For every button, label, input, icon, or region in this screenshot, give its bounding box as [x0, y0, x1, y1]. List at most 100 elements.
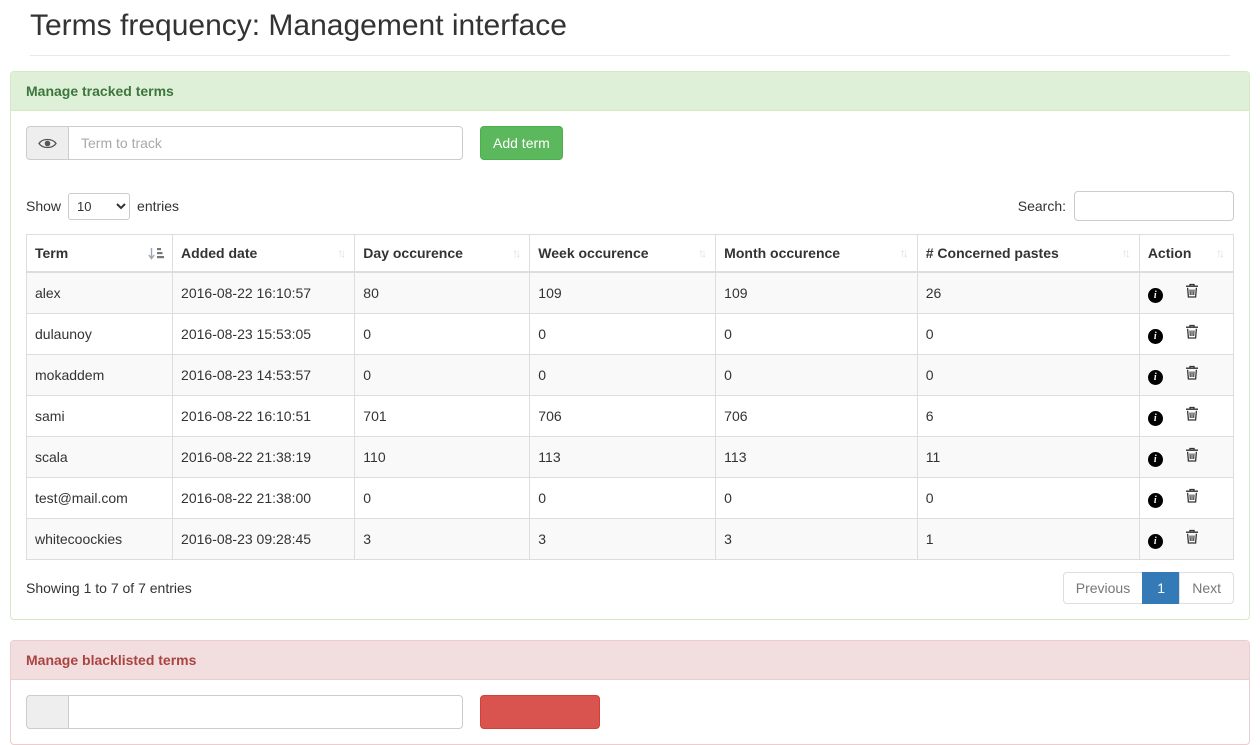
blacklisted-terms-panel-body — [11, 680, 1249, 744]
month-occurence-cell: 0 — [716, 314, 918, 355]
added-date-cell: 2016-08-23 14:53:57 — [173, 355, 355, 396]
action-cell: i — [1139, 437, 1233, 478]
trash-icon[interactable] — [1185, 324, 1199, 339]
added-date-cell: 2016-08-23 15:53:05 — [173, 314, 355, 355]
trash-icon[interactable] — [1185, 447, 1199, 462]
tracked-terms-panel-body: Add term Show 10 entries Search: — [11, 111, 1249, 619]
column-header-added-date[interactable]: Added date ↑↓ — [173, 235, 355, 273]
add-blacklist-term-button[interactable] — [480, 695, 600, 729]
term-cell: mokaddem — [27, 355, 173, 396]
blacklisted-terms-panel: Manage blacklisted terms — [10, 640, 1250, 745]
info-circle-icon[interactable]: i — [1148, 493, 1163, 508]
title-divider — [30, 55, 1230, 56]
add-blacklist-row — [26, 695, 1234, 729]
page-container: Terms frequency: Management interface Ma… — [0, 9, 1260, 745]
table-info-text: Showing 1 to 7 of 7 entries — [26, 580, 192, 596]
search-control: Search: — [1018, 191, 1234, 221]
tracked-terms-table: Term — [26, 234, 1234, 560]
concerned-pastes-cell: 6 — [917, 396, 1139, 437]
info-circle-icon[interactable]: i — [1148, 534, 1163, 549]
term-cell: whitecoockies — [27, 519, 173, 560]
table-row: mokaddem 2016-08-23 14:53:57 0 0 0 0 i — [27, 355, 1234, 396]
day-occurence-cell: 110 — [355, 437, 530, 478]
pagination-previous[interactable]: Previous — [1063, 572, 1143, 604]
sort-both-icon: ↑↓ — [900, 246, 909, 260]
eye-icon — [26, 126, 68, 160]
added-date-cell: 2016-08-22 21:38:00 — [173, 478, 355, 519]
week-occurence-cell: 109 — [530, 272, 716, 314]
column-header-week-occurence[interactable]: Week occurence ↑↓ — [530, 235, 716, 273]
action-cell: i — [1139, 272, 1233, 314]
concerned-pastes-cell: 1 — [917, 519, 1139, 560]
trash-icon[interactable] — [1185, 365, 1199, 380]
tracked-terms-panel-header: Manage tracked terms — [11, 72, 1249, 111]
tracked-terms-panel: Manage tracked terms Add term Show — [10, 71, 1250, 620]
week-occurence-cell: 113 — [530, 437, 716, 478]
add-term-button[interactable]: Add term — [480, 126, 563, 160]
info-circle-icon[interactable]: i — [1148, 370, 1163, 385]
info-circle-icon[interactable]: i — [1148, 288, 1163, 303]
table-row: test@mail.com 2016-08-22 21:38:00 0 0 0 … — [27, 478, 1234, 519]
action-cell: i — [1139, 314, 1233, 355]
concerned-pastes-cell: 11 — [917, 437, 1139, 478]
show-label: Show — [26, 198, 61, 214]
month-occurence-cell: 706 — [716, 396, 918, 437]
week-occurence-cell: 706 — [530, 396, 716, 437]
sort-both-icon: ↑↓ — [1122, 246, 1131, 260]
concerned-pastes-cell: 26 — [917, 272, 1139, 314]
column-header-action[interactable]: Action ↑↓ — [1139, 235, 1233, 273]
page-length-select[interactable]: 10 — [68, 193, 130, 220]
info-circle-icon[interactable]: i — [1148, 411, 1163, 426]
table-row: scala 2016-08-22 21:38:19 110 113 113 11… — [27, 437, 1234, 478]
day-occurence-cell: 3 — [355, 519, 530, 560]
pagination: Previous 1 Next — [1063, 572, 1234, 604]
blacklist-addon-icon — [26, 695, 68, 729]
day-occurence-cell: 80 — [355, 272, 530, 314]
table-row: alex 2016-08-22 16:10:57 80 109 109 26 i — [27, 272, 1234, 314]
concerned-pastes-cell: 0 — [917, 355, 1139, 396]
day-occurence-cell: 0 — [355, 355, 530, 396]
term-cell: sami — [27, 396, 173, 437]
day-occurence-cell: 0 — [355, 314, 530, 355]
month-occurence-cell: 3 — [716, 519, 918, 560]
datatable-controls: Show 10 entries Search: — [26, 191, 1234, 221]
table-row: whitecoockies 2016-08-23 09:28:45 3 3 3 … — [27, 519, 1234, 560]
add-term-row: Add term — [26, 126, 1234, 160]
term-to-track-input[interactable] — [68, 126, 463, 160]
sort-both-icon: ↑↓ — [698, 246, 707, 260]
action-cell: i — [1139, 519, 1233, 560]
entries-label: entries — [137, 198, 179, 214]
blacklisted-terms-panel-header: Manage blacklisted terms — [11, 641, 1249, 680]
column-header-month-occurence[interactable]: Month occurence ↑↓ — [716, 235, 918, 273]
pagination-next[interactable]: Next — [1180, 572, 1234, 604]
day-occurence-cell: 0 — [355, 478, 530, 519]
column-header-day-occurence[interactable]: Day occurence ↑↓ — [355, 235, 530, 273]
week-occurence-cell: 0 — [530, 314, 716, 355]
added-date-cell: 2016-08-22 16:10:57 — [173, 272, 355, 314]
added-date-cell: 2016-08-23 09:28:45 — [173, 519, 355, 560]
term-cell: scala — [27, 437, 173, 478]
trash-icon[interactable] — [1185, 488, 1199, 503]
month-occurence-cell: 109 — [716, 272, 918, 314]
added-date-cell: 2016-08-22 21:38:19 — [173, 437, 355, 478]
added-date-cell: 2016-08-22 16:10:51 — [173, 396, 355, 437]
day-occurence-cell: 701 — [355, 396, 530, 437]
search-input[interactable] — [1074, 191, 1234, 221]
page-length-control: Show 10 entries — [26, 193, 179, 220]
concerned-pastes-cell: 0 — [917, 314, 1139, 355]
info-circle-icon[interactable]: i — [1148, 329, 1163, 344]
blacklist-term-input[interactable] — [68, 695, 463, 729]
info-circle-icon[interactable]: i — [1148, 452, 1163, 467]
action-cell: i — [1139, 355, 1233, 396]
trash-icon[interactable] — [1185, 406, 1199, 421]
pagination-page-1[interactable]: 1 — [1143, 572, 1180, 604]
sort-both-icon: ↑↓ — [337, 246, 346, 260]
term-cell: alex — [27, 272, 173, 314]
action-cell: i — [1139, 478, 1233, 519]
page-title: Terms frequency: Management interface — [30, 9, 1230, 43]
concerned-pastes-cell: 0 — [917, 478, 1139, 519]
trash-icon[interactable] — [1185, 529, 1199, 544]
column-header-concerned-pastes[interactable]: # Concerned pastes ↑↓ — [917, 235, 1139, 273]
column-header-term[interactable]: Term — [27, 235, 173, 273]
trash-icon[interactable] — [1185, 283, 1199, 298]
